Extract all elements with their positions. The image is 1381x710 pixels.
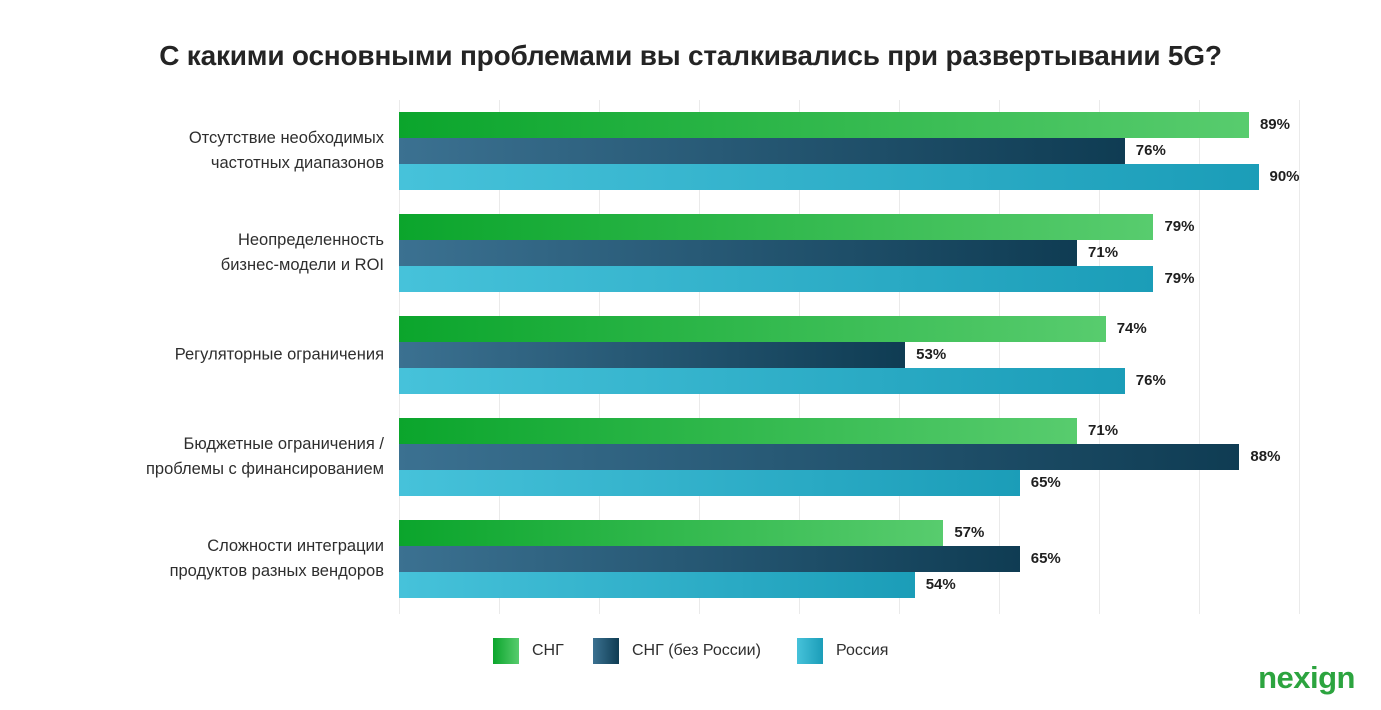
bar-value-label: 65% (1030, 550, 1061, 567)
gridline (1299, 100, 1300, 614)
bar-value-label: 53% (916, 346, 947, 363)
bar-value-label: 76% (1135, 372, 1166, 389)
bar-3-category-1 (399, 164, 1259, 190)
gridline (1199, 100, 1200, 614)
bar-value-label: 71% (1088, 244, 1119, 261)
bar-value-label: 76% (1135, 142, 1166, 159)
bar-value-label: 89% (1259, 116, 1290, 133)
bar-1-category-3 (399, 316, 1106, 342)
bar-value-label: 65% (1030, 474, 1061, 491)
bar-value-label: 74% (1116, 320, 1147, 337)
bar-2-category-1 (399, 138, 1125, 164)
bar-3-category-2 (399, 266, 1154, 292)
bar-1-category-4 (399, 418, 1078, 444)
bar-3-category-3 (399, 368, 1125, 394)
bar-value-label: 88% (1250, 448, 1281, 465)
bar-2-category-2 (399, 240, 1078, 266)
category-label: Отсутствие необходимых частотных диапазон… (188, 129, 384, 172)
bar-1-category-2 (399, 214, 1154, 240)
bar-value-label: 57% (954, 524, 985, 541)
bar-1-category-1 (399, 112, 1249, 138)
category-label: Неопределенность бизнес-модели и ROI (220, 231, 384, 274)
nexign-logo: nexign (1258, 660, 1355, 695)
category-label: Бюджетные ограничения / проблемы с финанс… (145, 435, 384, 478)
bar-value-label: 79% (1164, 270, 1195, 287)
bar-3-category-5 (399, 572, 915, 598)
category-label: Сложности интеграции продуктов разных вен… (169, 537, 384, 580)
bar-2-category-4 (399, 444, 1240, 470)
bar-2-category-5 (399, 546, 1020, 572)
bar-value-label: 71% (1088, 422, 1119, 439)
bar-1-category-5 (399, 520, 944, 546)
gridline (1099, 100, 1100, 614)
chart-title: С какими основными проблемами вы сталкив… (159, 40, 1222, 71)
category-label: Регуляторные ограничения (174, 345, 384, 364)
bar-value-label: 54% (925, 576, 956, 593)
bar-value-label: 79% (1164, 218, 1195, 235)
bar-value-label: 90% (1269, 168, 1300, 185)
gridline (999, 100, 1000, 614)
bar-2-category-3 (399, 342, 906, 368)
bar-3-category-4 (399, 470, 1020, 496)
